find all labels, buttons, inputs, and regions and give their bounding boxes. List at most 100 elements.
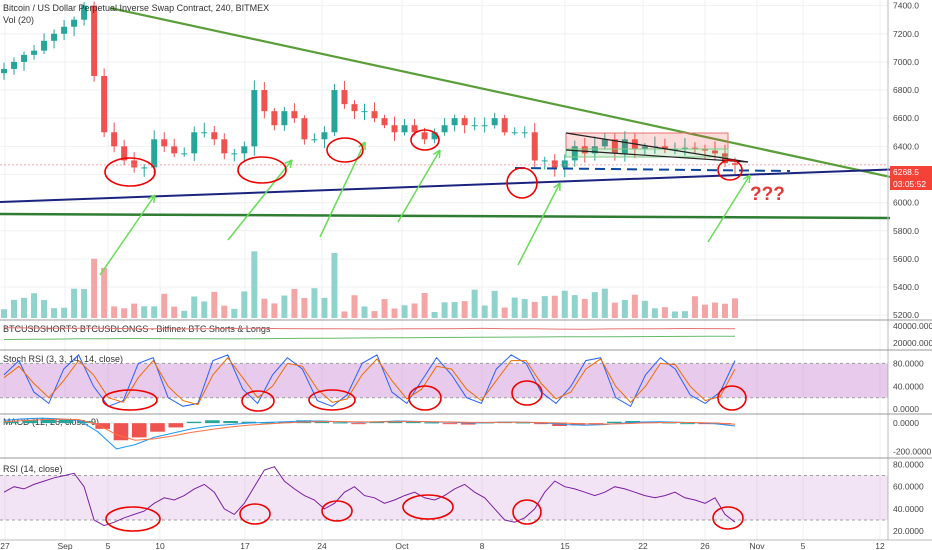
candle-body [461, 118, 468, 126]
indicator-tick-label: 40.0000 [893, 504, 924, 514]
macd-histogram-bar [58, 419, 74, 424]
indicator-tick-label: 80.0000 [893, 459, 924, 469]
macd-histogram-bar [570, 423, 586, 426]
candle-body [151, 139, 158, 168]
time-tick-label: Sep [57, 541, 72, 550]
volume-bar [721, 303, 728, 318]
indicator-line [3, 466, 736, 527]
arrow-head [553, 182, 561, 192]
volume-bar [371, 311, 378, 318]
indicator-band [0, 363, 888, 398]
time-tick-label: 17 [240, 541, 250, 550]
macd-histogram-bar [4, 421, 19, 424]
highlight-circle [321, 500, 353, 522]
volume-bar [121, 308, 128, 318]
candle-body [531, 132, 538, 161]
indicator-tick-label: -200.0000 [893, 447, 932, 457]
volume-bar [651, 308, 658, 318]
chart-title: Bitcoin / US Dollar Perpetual Inverse Sw… [3, 3, 269, 13]
candle-body [581, 146, 588, 154]
candle-body [211, 132, 218, 140]
volume-bar [591, 292, 598, 318]
price-tick-label: 7400.0 [893, 1, 919, 11]
candle-body [661, 146, 668, 150]
wedge-lower-line [565, 149, 749, 163]
arrow-shaft [227, 159, 293, 241]
macd-histogram-bar [607, 421, 622, 424]
volume-bar [732, 298, 738, 318]
volume-bar [211, 291, 218, 318]
candle-body [51, 33, 58, 41]
candle-body [221, 139, 228, 154]
volume-bar [471, 289, 478, 318]
time-tick-label: Nov [749, 541, 765, 550]
question-annotation: ??? [750, 184, 785, 205]
highlight-circle [506, 167, 538, 199]
candle-body [201, 132, 208, 134]
time-axis: 27 Sep 5 10 17 24 Oct 8 15 22 26 Nov 5 12 [0, 539, 932, 550]
candle-body [171, 146, 178, 154]
time-tick-label: 5 [106, 541, 111, 550]
highlight-circle [511, 380, 543, 406]
macd-histogram-bar [131, 423, 147, 438]
stoch-rsi-label: Stoch RSI (3, 3, 14, 14, close) [3, 354, 123, 364]
candle-body [671, 149, 678, 151]
candle-body [231, 153, 238, 155]
volume-bar [61, 307, 68, 318]
wedge-upper-line [565, 132, 749, 163]
volume-bar [1, 309, 7, 318]
highlight-circle [102, 389, 158, 411]
candle-body [601, 139, 608, 147]
candle-body [301, 118, 308, 140]
candle-body [411, 125, 418, 133]
candle-body [341, 90, 348, 105]
volume-bar [431, 311, 438, 318]
candle-body [701, 149, 708, 151]
volume-bar [71, 288, 78, 318]
highlight-circle [712, 506, 744, 530]
volume-bar [331, 252, 338, 318]
candle-body [441, 125, 448, 133]
highlight-circle [237, 156, 287, 184]
candle-body [351, 104, 358, 112]
candle-body [161, 139, 168, 147]
volume-bar [711, 302, 718, 318]
time-tick-label: 12 [875, 541, 885, 550]
volume-bar [551, 295, 558, 318]
resistance-box [565, 132, 729, 150]
candle-body [191, 132, 198, 154]
volume-bar [491, 290, 498, 318]
macd-histogram-bar [406, 421, 421, 424]
highlight-circle [402, 494, 454, 520]
candle-body [241, 146, 248, 154]
horizontal-support-line [0, 212, 891, 220]
candle-body [261, 90, 268, 112]
volume-bar [461, 301, 468, 318]
arrow-head [147, 194, 156, 204]
macd-histogram-bar [223, 421, 238, 424]
volume-bar [221, 305, 228, 318]
candle-body [121, 146, 128, 161]
candle-body [131, 160, 138, 168]
candle-body [611, 139, 618, 154]
candle-body [571, 146, 578, 161]
macd-histogram-bar [351, 423, 366, 425]
volume-bar [611, 302, 618, 318]
candle-body [732, 163, 738, 165]
volume-bar [31, 293, 38, 318]
candle-body [381, 118, 388, 126]
volume-bar [301, 297, 308, 318]
macd-histogram-bar [369, 421, 385, 424]
candle-body [1, 68, 7, 74]
volume-bar [631, 294, 638, 318]
volume-bar [421, 293, 428, 318]
highlight-circle [105, 506, 161, 532]
time-tick-label: Oct [395, 541, 409, 550]
volume-bar [131, 303, 138, 318]
volume-bar [691, 296, 698, 318]
candle-body [61, 26, 68, 34]
volume-bar [141, 306, 148, 318]
stoch-rsi-pane: Stoch RSI (3, 3, 14, 14, close) 80.0000 4… [0, 349, 932, 414]
volume-bar [291, 289, 298, 318]
